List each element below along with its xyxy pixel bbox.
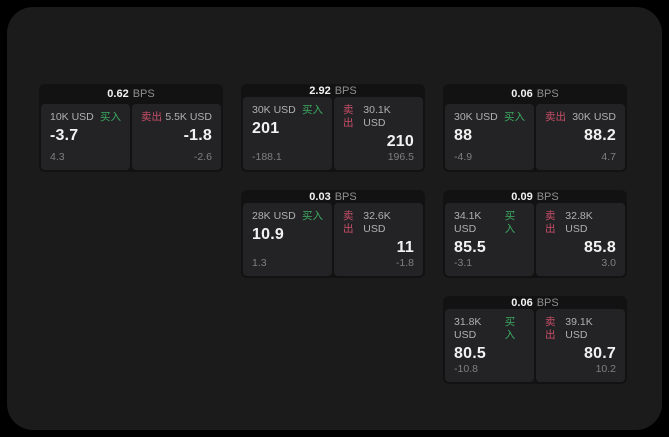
quote-card: 0.62 BPS 10K USD 买入 -3.7 4.3 卖出 5.5K USD bbox=[39, 84, 223, 172]
sell-sub-value: 3.0 bbox=[601, 257, 616, 269]
bps-unit-label: BPS bbox=[334, 190, 357, 203]
sell-side-label: 卖出 bbox=[343, 104, 354, 129]
sell-price: 88.2 bbox=[584, 127, 616, 144]
quote-panels: 31.8K USD 买入 80.5 -10.8 卖出 39.1K USD 80.… bbox=[445, 309, 625, 382]
sell-price: 11 bbox=[396, 239, 414, 256]
buy-amount: 28K USD bbox=[252, 210, 296, 222]
sell-sub-value: 196.5 bbox=[387, 151, 414, 163]
sell-sub-value: 10.2 bbox=[595, 363, 616, 375]
buy-price: 80.5 bbox=[454, 345, 486, 362]
bps-header: 0.03 BPS bbox=[243, 190, 423, 203]
buy-panel[interactable]: 28K USD 买入 10.9 1.3 bbox=[243, 203, 332, 276]
buy-sub-value: 4.3 bbox=[50, 151, 65, 163]
quote-panels: 28K USD 买入 10.9 1.3 卖出 32.6K USD 11 -1.8 bbox=[243, 203, 423, 276]
bps-value: 0.03 bbox=[309, 190, 331, 203]
buy-panel[interactable]: 30K USD 买入 201 -188.1 bbox=[243, 97, 332, 170]
buy-price: 201 bbox=[252, 120, 280, 137]
sell-panel[interactable]: 卖出 5.5K USD -1.8 -2.6 bbox=[132, 104, 221, 170]
buy-sub-value: -10.8 bbox=[454, 363, 478, 375]
sell-amount: 30K USD bbox=[572, 111, 616, 123]
quote-card-grid: 0.62 BPS 10K USD 买入 -3.7 4.3 卖出 5.5K USD bbox=[39, 84, 627, 384]
buy-amount: 30K USD bbox=[454, 111, 498, 123]
buy-panel[interactable]: 34.1K USD 买入 85.5 -3.1 bbox=[445, 203, 534, 276]
buy-sub-value: -3.1 bbox=[454, 257, 473, 269]
buy-price: 10.9 bbox=[252, 226, 284, 243]
quote-panels: 10K USD 买入 -3.7 4.3 卖出 5.5K USD -1.8 -2.… bbox=[41, 104, 221, 170]
bps-unit-label: BPS bbox=[334, 84, 357, 97]
quote-panels: 34.1K USD 买入 85.5 -3.1 卖出 32.8K USD 85.8… bbox=[445, 203, 625, 276]
quote-board-panel: 0.62 BPS 10K USD 买入 -3.7 4.3 卖出 5.5K USD bbox=[7, 7, 662, 430]
quote-card: 0.06 BPS 30K USD 买入 88 -4.9 卖出 30K USD bbox=[443, 84, 627, 172]
sell-price: 85.8 bbox=[584, 239, 616, 256]
sell-amount: 32.6K USD bbox=[363, 210, 391, 235]
sell-sub-value: -2.6 bbox=[193, 151, 212, 163]
sell-side-label: 卖出 bbox=[141, 111, 162, 123]
buy-side-label: 买入 bbox=[504, 316, 516, 341]
sell-side-label: 卖出 bbox=[545, 210, 556, 235]
bps-header: 0.09 BPS bbox=[445, 190, 625, 203]
buy-side-label: 买入 bbox=[302, 104, 323, 116]
bps-value: 0.09 bbox=[511, 190, 533, 203]
bps-value: 0.62 bbox=[107, 88, 129, 100]
sell-side-label: 卖出 bbox=[343, 210, 354, 235]
sell-side-label: 卖出 bbox=[545, 316, 556, 341]
quote-card: 0.09 BPS 34.1K USD 买入 85.5 -3.1 卖出 32.8K… bbox=[443, 190, 627, 278]
quote-panels: 30K USD 买入 88 -4.9 卖出 30K USD 88.2 4.7 bbox=[445, 104, 625, 170]
sell-sub-value: -1.8 bbox=[395, 257, 414, 269]
bps-unit-label: BPS bbox=[132, 88, 155, 100]
buy-amount: 30K USD bbox=[252, 104, 296, 116]
bps-value: 0.06 bbox=[511, 88, 533, 100]
sell-amount: 32.8K USD bbox=[565, 210, 593, 235]
buy-side-label: 买入 bbox=[504, 210, 516, 235]
bps-header: 0.06 BPS bbox=[445, 296, 625, 309]
buy-price: -3.7 bbox=[50, 127, 79, 144]
sell-panel[interactable]: 卖出 32.6K USD 11 -1.8 bbox=[334, 203, 423, 276]
sell-amount: 5.5K USD bbox=[165, 111, 212, 123]
buy-panel[interactable]: 10K USD 买入 -3.7 4.3 bbox=[41, 104, 130, 170]
sell-panel[interactable]: 卖出 30K USD 88.2 4.7 bbox=[536, 104, 625, 170]
buy-panel[interactable]: 30K USD 买入 88 -4.9 bbox=[445, 104, 534, 170]
buy-sub-value: 1.3 bbox=[252, 257, 267, 269]
buy-side-label: 买入 bbox=[302, 210, 323, 222]
bps-unit-label: BPS bbox=[536, 190, 559, 203]
bps-value: 2.92 bbox=[309, 84, 331, 97]
bps-value: 0.06 bbox=[511, 296, 533, 309]
bps-unit-label: BPS bbox=[536, 296, 559, 309]
sell-panel[interactable]: 卖出 32.8K USD 85.8 3.0 bbox=[536, 203, 625, 276]
sell-price: 80.7 bbox=[584, 345, 616, 362]
buy-price: 88 bbox=[454, 127, 473, 144]
bps-header: 2.92 BPS bbox=[243, 84, 423, 97]
sell-price: -1.8 bbox=[183, 127, 212, 144]
bps-unit-label: BPS bbox=[536, 88, 559, 100]
sell-amount: 30.1K USD bbox=[363, 104, 391, 129]
quote-card: 2.92 BPS 30K USD 买入 201 -188.1 卖出 30.1K … bbox=[241, 84, 425, 172]
buy-amount: 10K USD bbox=[50, 111, 94, 123]
sell-price: 210 bbox=[386, 133, 414, 150]
buy-price: 85.5 bbox=[454, 239, 486, 256]
buy-side-label: 买入 bbox=[504, 111, 525, 123]
sell-amount: 39.1K USD bbox=[565, 316, 593, 341]
buy-side-label: 买入 bbox=[100, 111, 121, 123]
buy-amount: 31.8K USD bbox=[454, 316, 482, 341]
buy-panel[interactable]: 31.8K USD 买入 80.5 -10.8 bbox=[445, 309, 534, 382]
quote-card: 0.03 BPS 28K USD 买入 10.9 1.3 卖出 32.6K US… bbox=[241, 190, 425, 278]
buy-amount: 34.1K USD bbox=[454, 210, 482, 235]
sell-sub-value: 4.7 bbox=[601, 151, 616, 163]
sell-side-label: 卖出 bbox=[545, 111, 566, 123]
bps-header: 0.06 BPS bbox=[445, 84, 625, 104]
quote-panels: 30K USD 买入 201 -188.1 卖出 30.1K USD 210 1… bbox=[243, 97, 423, 170]
quote-card: 0.06 BPS 31.8K USD 买入 80.5 -10.8 卖出 39.1… bbox=[443, 296, 627, 384]
buy-sub-value: -4.9 bbox=[454, 151, 473, 163]
sell-panel[interactable]: 卖出 39.1K USD 80.7 10.2 bbox=[536, 309, 625, 382]
buy-sub-value: -188.1 bbox=[252, 151, 282, 163]
sell-panel[interactable]: 卖出 30.1K USD 210 196.5 bbox=[334, 97, 423, 170]
bps-header: 0.62 BPS bbox=[41, 84, 221, 104]
